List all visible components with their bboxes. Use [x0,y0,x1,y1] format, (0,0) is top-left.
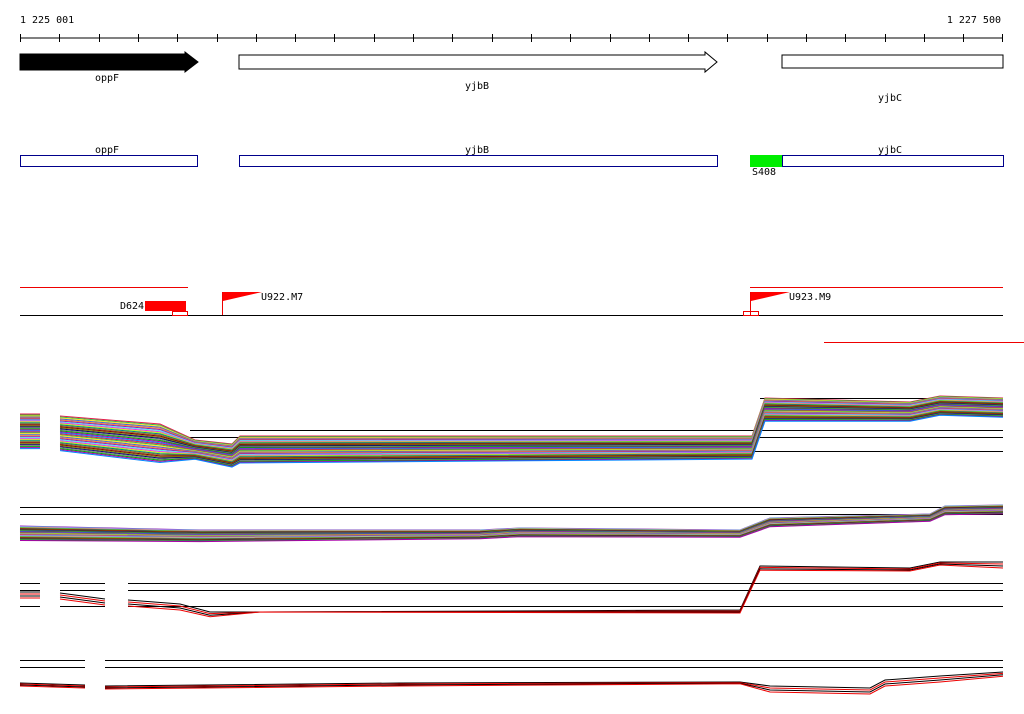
trace [104,671,1004,689]
feature-marker [172,311,188,316]
gene-box [781,54,1004,69]
trace [59,400,1004,452]
ruler: 1 225 001 1 227 500 [20,15,1003,42]
trace [59,403,1004,455]
annotation-label: oppF [95,145,119,156]
trace [59,594,106,602]
trace [59,412,1004,465]
feature-label: U922.M7 [261,292,303,303]
annotation-label: S408 [752,167,776,178]
trace [59,405,1004,457]
annotation-track: oppF yjbB S408 yjbC [20,145,1004,178]
gene-label: yjbB [465,81,489,92]
annotation-label: yjbB [465,145,489,156]
trace [59,410,1004,463]
ruler-start: 1 225 001 [20,15,74,26]
trace [59,407,1004,460]
trace [59,397,1004,448]
trace [59,405,1004,458]
trace [59,399,1004,450]
gene-track: oppF yjbB yjbC [19,50,1004,104]
trace [59,400,1004,451]
trace [104,675,1004,695]
trace [59,414,1004,467]
feature-box [145,301,186,311]
trace [59,397,1004,447]
gene-label: oppF [95,73,119,84]
expression-traces [19,395,1004,695]
ruler-end: 1 227 500 [947,15,1001,26]
annotation-box [782,155,1004,167]
trace [59,411,1004,465]
trace [59,399,1004,450]
annotation-box [750,155,782,167]
annotation-box [239,155,718,167]
trace [19,684,86,688]
trace [59,409,1004,462]
gene-label: yjbC [878,93,902,104]
feature-marker [743,311,759,316]
trace [59,401,1004,452]
trace [59,396,1004,446]
trace [59,396,1004,446]
trace [59,403,1004,454]
trace [59,398,1004,448]
gene-arrow [238,50,718,74]
trace [59,598,106,606]
annotation-label: yjbC [878,145,902,156]
trace [19,513,1004,543]
trace [59,409,1004,462]
trace [59,410,1004,464]
trace [59,404,1004,456]
flag [223,292,262,301]
flag [751,292,790,301]
trace [59,402,1004,454]
trace [59,408,1004,460]
trace [59,408,1004,461]
trace [104,672,1004,691]
trace [59,402,1004,453]
feature-label: U923.M9 [789,292,831,303]
feature-track: D624 U922.M7 U923.M9 [20,287,1024,343]
trace [59,407,1004,459]
trace [59,414,1004,468]
trace [59,398,1004,449]
trace [19,682,86,686]
trace [59,395,1004,445]
trace [59,592,106,600]
trace [59,413,1004,467]
trace [59,413,1004,466]
trace [127,564,1004,618]
feature-label: D624 [120,301,144,312]
trace [19,683,86,687]
trace [59,596,106,604]
trace [59,406,1004,458]
trace [59,411,1004,464]
annotation-box [20,155,198,167]
gene-arrow [19,50,199,74]
trace [127,563,1004,616]
trace [19,685,86,689]
trace [104,674,1004,693]
trace [59,404,1004,456]
